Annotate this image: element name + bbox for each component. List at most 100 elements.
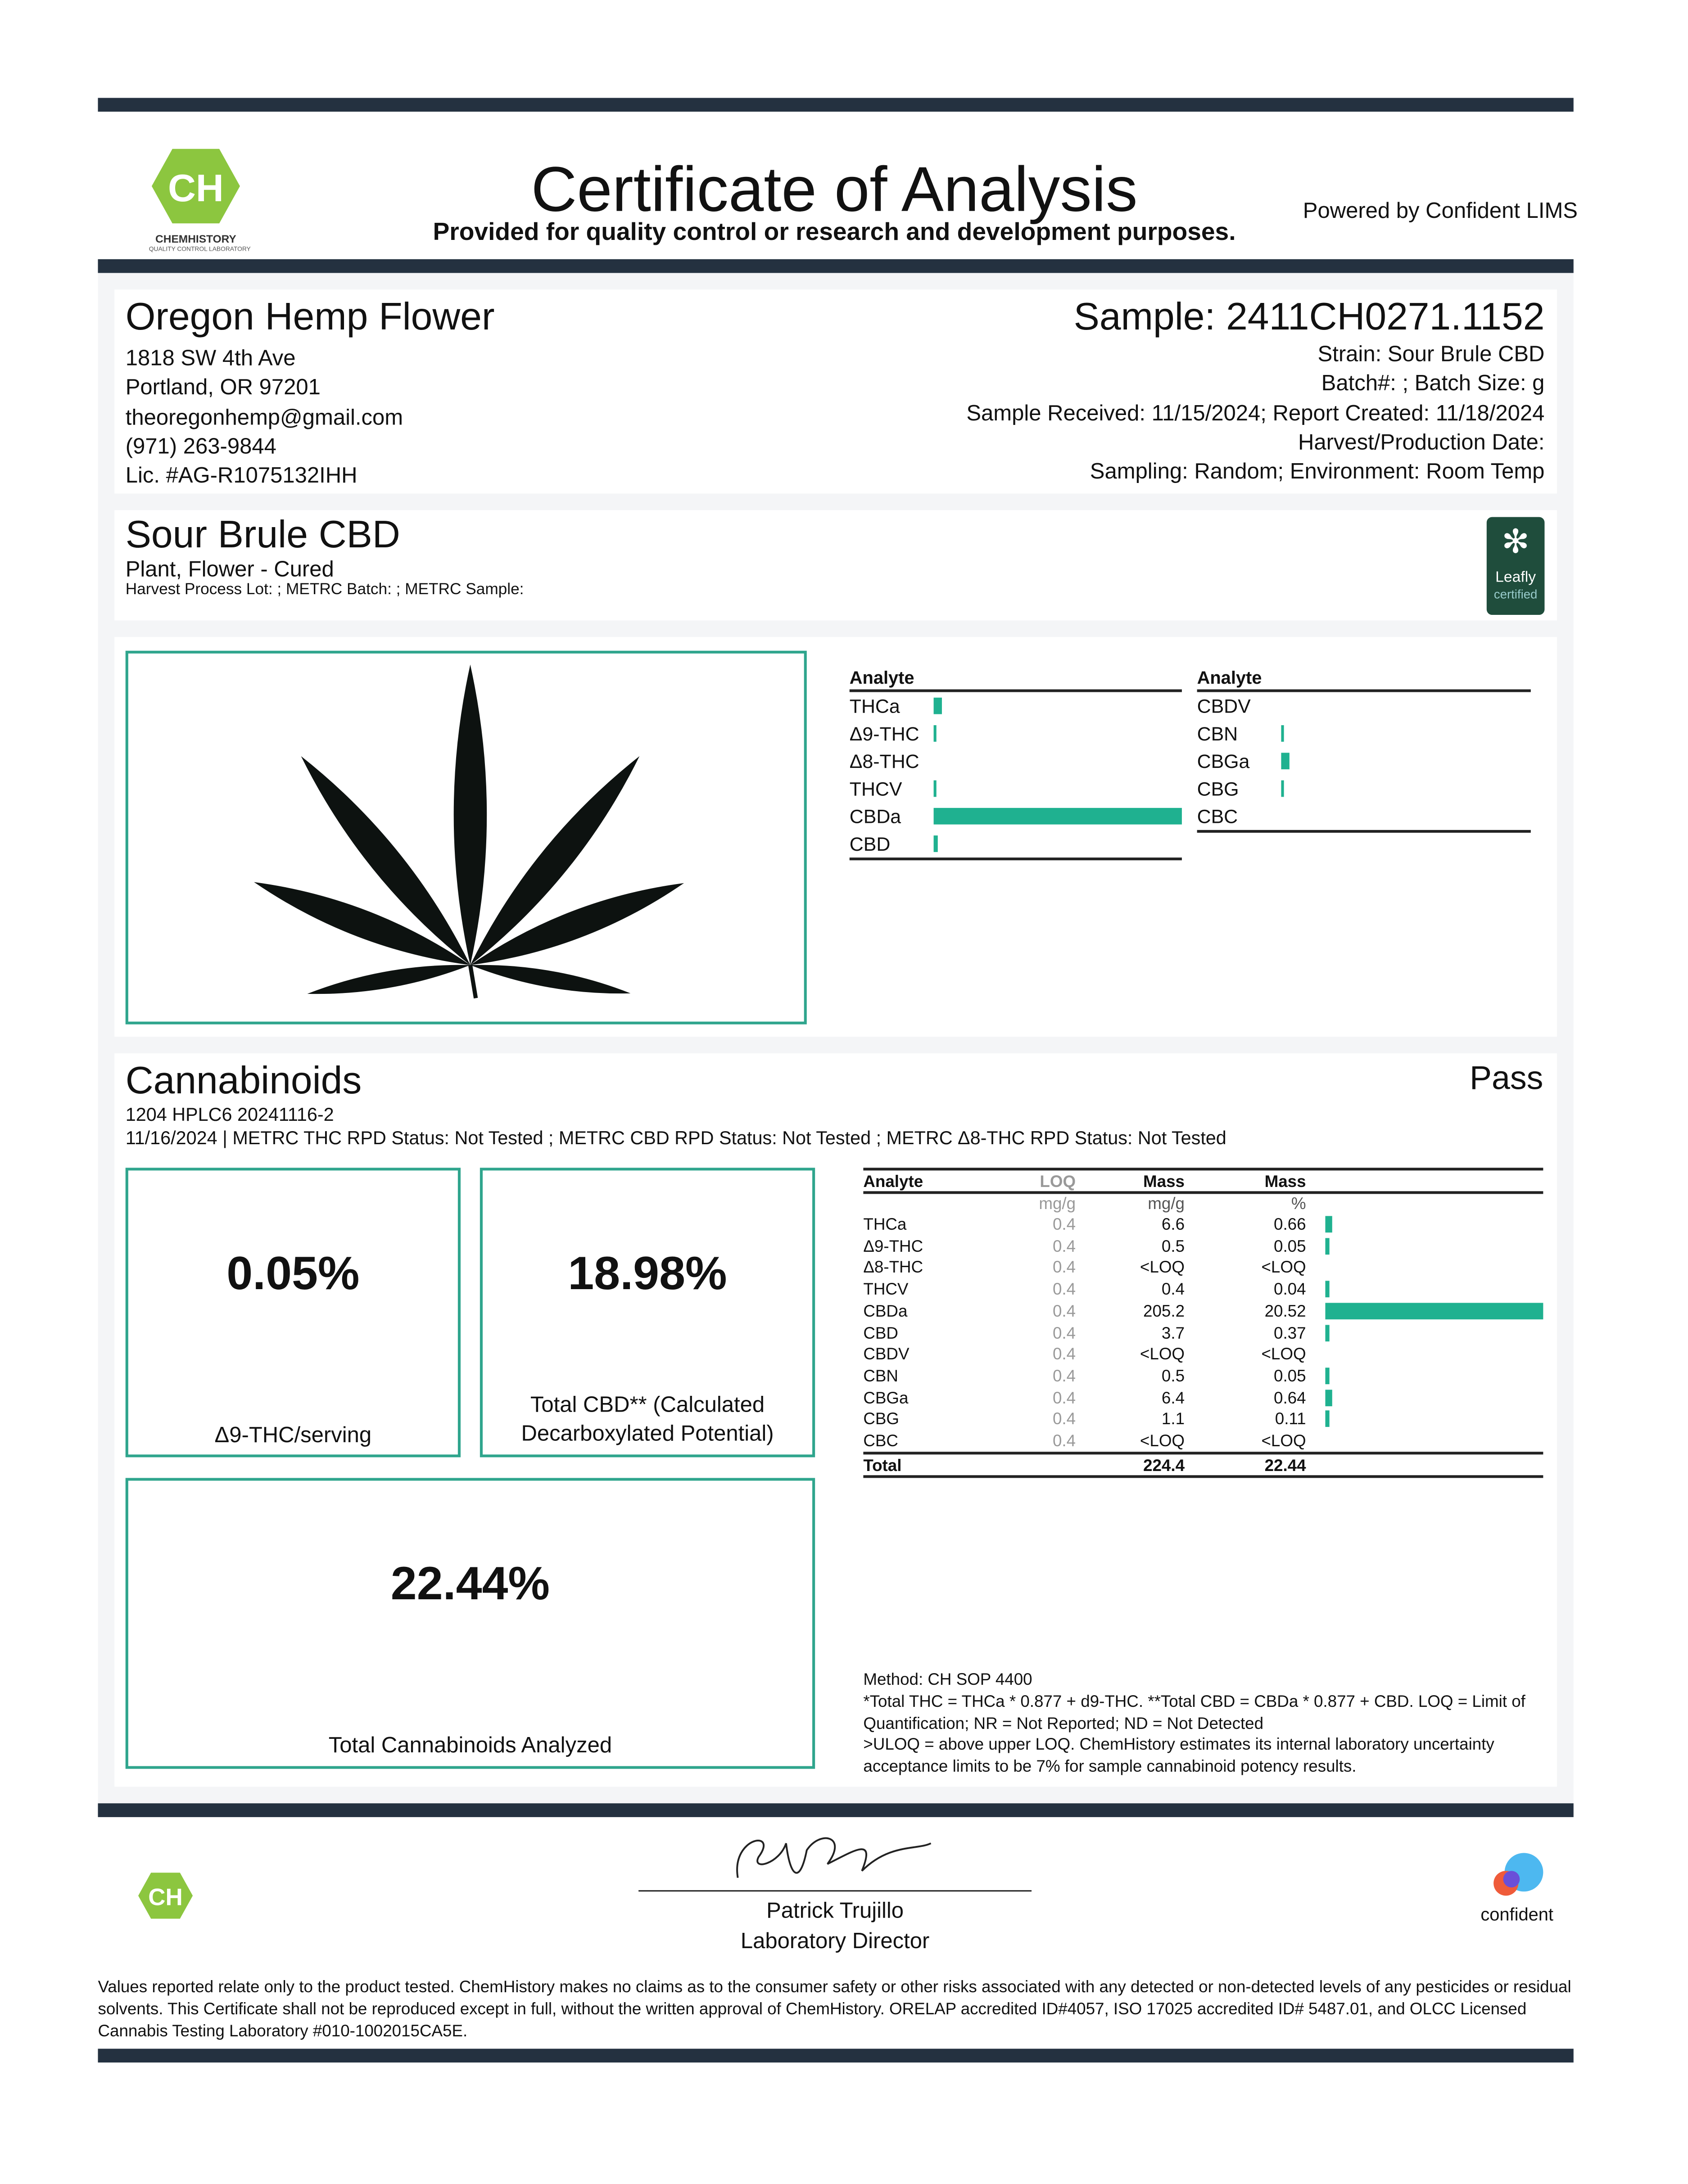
table-row: CBC 0.4 <LOQ <LOQ (863, 1430, 1543, 1452)
cell: <LOQ (1261, 1431, 1306, 1451)
footer-bar (98, 1803, 1574, 1817)
notes-uncertainty: >ULOQ = above upper LOQ. ChemHistory est… (863, 1735, 1494, 1776)
summary-item: CBDa (849, 805, 901, 827)
cell: 0.05 (1274, 1236, 1306, 1256)
leaflet (470, 883, 684, 966)
table-row: CBG 0.4 1.1 0.11 (863, 1408, 1543, 1430)
product-name: Sour Brule CBD (125, 513, 400, 556)
leaflet (301, 756, 471, 966)
cell: 0.4 (1052, 1236, 1076, 1256)
cell: LOQ (1040, 1172, 1076, 1191)
signer-title: Laboratory Director (740, 1930, 930, 1954)
summary-item: CBDV (1197, 695, 1251, 717)
summary-bar (933, 780, 937, 797)
cell: 0.4 (1052, 1322, 1076, 1342)
cell: 0.05 (1274, 1366, 1306, 1385)
cell: 6.6 (1161, 1214, 1185, 1234)
cell: 3.7 (1161, 1322, 1185, 1342)
table-row: CBDa 0.4 205.2 20.52 (863, 1300, 1543, 1322)
summary-bar (933, 725, 937, 742)
product-card: Sour Brule CBD Plant, Flower - Cured Har… (114, 510, 1557, 621)
cell: 0.4 (1052, 1279, 1076, 1299)
table-bar (1325, 1302, 1543, 1319)
table-row: CBN 0.4 0.5 0.05 (863, 1365, 1543, 1387)
cell: 0.4 (1052, 1258, 1076, 1277)
signer: Patrick Trujillo Laboratory Director (638, 1897, 1032, 1958)
cell: <LOQ (1140, 1344, 1185, 1364)
cell: 0.4 (1052, 1301, 1076, 1321)
cell: 0.4 (1052, 1366, 1076, 1385)
sample-strain: Strain: Sour Brule CBD (1317, 343, 1545, 367)
leafly-flower-icon: ✻ (1502, 523, 1530, 561)
leaflet (453, 664, 487, 966)
logo-text: CHEMHISTORY (155, 233, 236, 246)
leafly-sub: certified (1493, 587, 1538, 601)
table-header: Analyte LOQ Mass Mass (863, 1168, 1543, 1194)
cell: Mass (1264, 1172, 1306, 1191)
cell: <LOQ (1140, 1431, 1185, 1451)
cell: 22.44 (1264, 1456, 1306, 1476)
table-row: CBDV 0.4 <LOQ <LOQ (863, 1343, 1543, 1365)
table-bar (1325, 1324, 1330, 1341)
client-phone: (971) 263-9844 (125, 435, 276, 459)
table-bar (1325, 1281, 1330, 1298)
table-row: THCV 0.4 0.4 0.04 (863, 1278, 1543, 1300)
cbd-label: Total CBD** (Calculated Decarboxylated P… (521, 1394, 774, 1446)
summary-item: CBC (1197, 805, 1238, 827)
cell: <LOQ (1261, 1258, 1306, 1277)
cell: THCa (863, 1214, 907, 1234)
summary-bar (933, 697, 942, 714)
sample-sampling: Sampling: Random; Environment: Room Temp (1090, 460, 1545, 484)
svg-text:CH: CH (148, 1884, 183, 1910)
client-name: Oregon Hemp Flower (125, 295, 495, 338)
section-title: Cannabinoids (125, 1059, 362, 1102)
product-type: Plant, Flower - Cured (125, 558, 334, 582)
summary-rule (1197, 830, 1531, 833)
table-total: Total 224.4 22.44 (863, 1452, 1543, 1478)
cell: CBD (863, 1322, 899, 1342)
summary-item: CBGa (1197, 750, 1250, 772)
leaflet (307, 965, 471, 994)
table-bar (1325, 1216, 1333, 1233)
sample-info: Strain: Sour Brule CBD Batch#: ; Batch S… (966, 341, 1544, 487)
confident-logo: confident (1462, 1850, 1572, 1925)
summary-rule (849, 857, 1182, 861)
table-bar (1325, 1367, 1330, 1384)
leafly-text: Leafly (1495, 569, 1536, 586)
sample-batch: Batch#: ; Batch Size: g (1321, 372, 1545, 396)
cell: Mass (1143, 1172, 1185, 1191)
summary-item: CBD (849, 832, 891, 855)
cell: 0.04 (1274, 1279, 1306, 1299)
status-badge: Pass (1469, 1060, 1543, 1098)
table-units: mg/g mg/g% (863, 1192, 1543, 1214)
leaflet (470, 965, 631, 994)
summary-item: THCV (849, 777, 902, 800)
client-address: 1818 SW 4th Ave (125, 347, 296, 371)
powered-by: Powered by Confident LIMS (1303, 200, 1578, 224)
client-license: Lic. #AG-R1075132IHH (125, 465, 358, 488)
summary-bar (1281, 753, 1289, 770)
client-card: Oregon Hemp Flower 1818 SW 4th Ave Portl… (114, 289, 1557, 494)
sample-dates: Sample Received: 11/15/2024; Report Crea… (966, 402, 1545, 426)
cell: <LOQ (1140, 1258, 1185, 1277)
cell: 1.1 (1161, 1409, 1185, 1429)
thc-value: 0.05% (226, 1247, 360, 1300)
summary-bar (1281, 725, 1284, 742)
table-row: THCa 0.4 6.6 0.66 (863, 1213, 1543, 1235)
table-row: CBD 0.4 3.7 0.37 (863, 1322, 1543, 1344)
summary-item: THCa (849, 695, 900, 717)
total-label: Total Cannabinoids Analyzed (328, 1734, 612, 1758)
rpd-status: 11/16/2024 | METRC THC RPD Status: Not T… (125, 1128, 1226, 1149)
cell: THCV (863, 1279, 909, 1299)
cell: Δ8-THC (863, 1258, 923, 1277)
summary-item: CBG (1197, 777, 1239, 800)
chemhistory-logo: CH CHEMHISTORY QUALITY CONTROL LABORATOR… (149, 146, 251, 253)
client-email[interactable]: theoregonhemp@gmail.com (125, 406, 403, 430)
table-bar (1325, 1411, 1330, 1428)
instrument: 1204 HPLC6 20241116-2 (125, 1104, 334, 1125)
thc-label: Δ9-THC/serving (214, 1424, 372, 1448)
client-city: Portland, OR 97201 (125, 377, 321, 401)
cell: % (1291, 1194, 1306, 1214)
confident-text: confident (1480, 1904, 1553, 1925)
